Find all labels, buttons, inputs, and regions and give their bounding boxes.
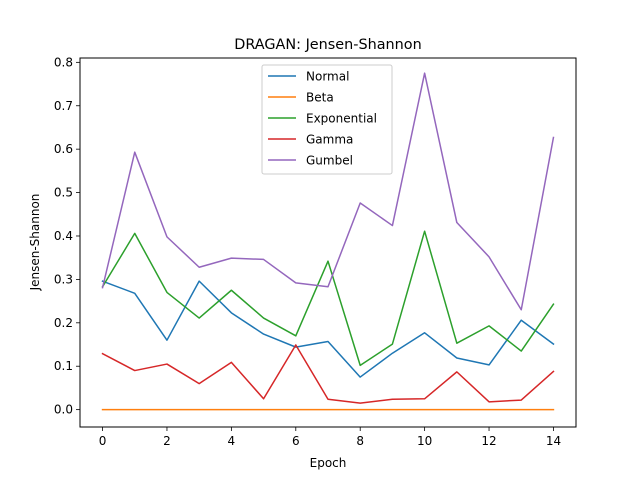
y-tick-label: 0.2 — [54, 316, 73, 330]
x-tick-label: 0 — [99, 434, 107, 448]
y-tick-label: 0.0 — [54, 403, 73, 417]
plot-frame — [79, 57, 577, 428]
y-tick-label: 0.1 — [54, 359, 73, 373]
y-tick-label: 0.8 — [54, 55, 73, 69]
legend-label-normal: Normal — [306, 70, 349, 84]
series-line-gumbel — [101, 72, 555, 311]
legend-box — [261, 64, 393, 175]
x-tick-label: 10 — [417, 434, 432, 448]
x-tick-label: 2 — [163, 434, 171, 448]
x-axis-label: Epoch — [310, 456, 347, 470]
legend-label-exponential: Exponential — [306, 112, 377, 126]
y-tick-label: 0.3 — [54, 272, 73, 286]
x-tick-label: 14 — [546, 434, 561, 448]
series-line-normal — [101, 280, 555, 378]
chart-title: DRAGAN: Jensen-Shannon — [234, 37, 421, 53]
legend-label-gamma: Gamma — [306, 133, 353, 147]
x-tick-label: 4 — [228, 434, 236, 448]
y-tick-label: 0.7 — [54, 99, 73, 113]
legend-label-gumbel: Gumbel — [306, 154, 353, 168]
x-tick-label: 8 — [356, 434, 364, 448]
y-tick-label: 0.5 — [54, 186, 73, 200]
y-tick-label: 0.6 — [54, 142, 73, 156]
series-line-exponential — [101, 230, 555, 367]
legend: Normal Beta Exponential Gamma Gumbel — [261, 64, 393, 175]
y-axis-label: Jensen-Shannon — [28, 194, 42, 292]
x-tick-label: 6 — [292, 434, 300, 448]
x-tick-label: 12 — [481, 434, 496, 448]
y-tick-label: 0.4 — [54, 229, 73, 243]
series-line-gamma — [101, 344, 555, 404]
legend-label-beta: Beta — [306, 91, 334, 105]
